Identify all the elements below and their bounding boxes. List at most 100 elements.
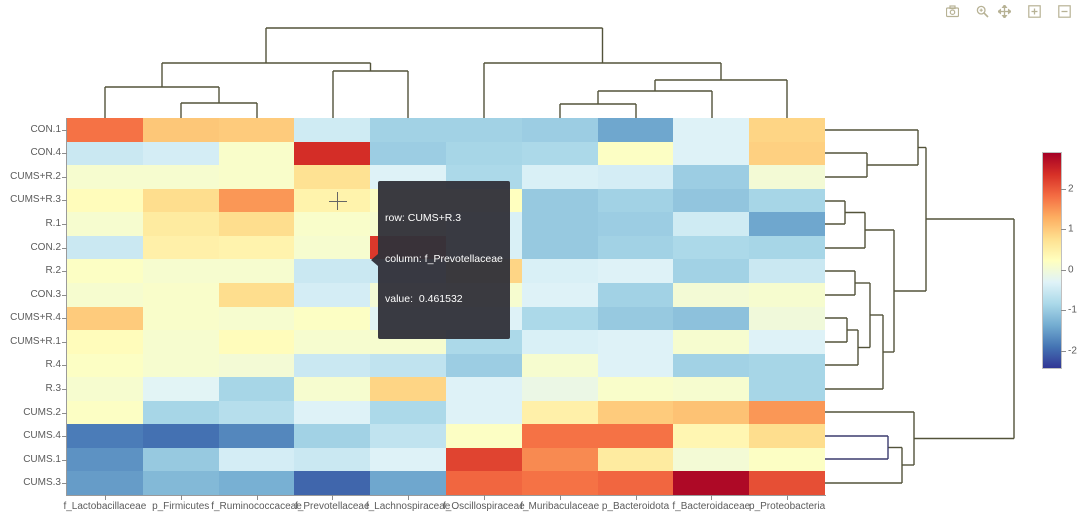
heatmap-cell[interactable]: [446, 424, 522, 448]
heatmap-cell[interactable]: [67, 377, 143, 401]
heatmap-cell[interactable]: [142, 259, 219, 283]
heatmap-cell[interactable]: [67, 306, 143, 331]
heatmap-cell[interactable]: [370, 400, 446, 425]
heatmap-cell[interactable]: [142, 212, 219, 236]
heatmap-cell[interactable]: [597, 377, 674, 401]
heatmap-cell[interactable]: [142, 235, 219, 260]
heatmap-cell[interactable]: [218, 282, 295, 307]
heatmap-cell[interactable]: [142, 118, 219, 142]
heatmap-cell[interactable]: [673, 400, 750, 425]
heatmap-cell[interactable]: [446, 353, 522, 378]
heatmap-cell[interactable]: [294, 118, 371, 142]
heatmap-cell[interactable]: [294, 424, 371, 448]
heatmap-cell[interactable]: [142, 353, 219, 378]
heatmap-cell[interactable]: [142, 424, 219, 448]
heatmap-cell[interactable]: [218, 141, 295, 166]
heatmap-cell[interactable]: [597, 165, 674, 189]
heatmap-cell[interactable]: [67, 471, 143, 495]
heatmap-cell[interactable]: [749, 306, 825, 331]
pan-icon[interactable]: [998, 4, 1011, 18]
heatmap-cell[interactable]: [673, 306, 750, 331]
heatmap-cell[interactable]: [67, 330, 143, 354]
heatmap-cell[interactable]: [370, 353, 446, 378]
heatmap-cell[interactable]: [67, 447, 143, 472]
heatmap-cell[interactable]: [446, 377, 522, 401]
heatmap-cell[interactable]: [597, 118, 674, 142]
heatmap-cell[interactable]: [749, 188, 825, 213]
heatmap-cell[interactable]: [749, 235, 825, 260]
heatmap-cell[interactable]: [67, 188, 143, 213]
heatmap-cell[interactable]: [142, 400, 219, 425]
heatmap-cell[interactable]: [673, 447, 750, 472]
heatmap-cell[interactable]: [218, 259, 295, 283]
heatmap-cell[interactable]: [294, 400, 371, 425]
heatmap-cell[interactable]: [218, 330, 295, 354]
heatmap-cell[interactable]: [218, 447, 295, 472]
heatmap-cell[interactable]: [521, 259, 598, 283]
heatmap-cell[interactable]: [521, 282, 598, 307]
heatmap-cell[interactable]: [749, 282, 825, 307]
heatmap-cell[interactable]: [294, 330, 371, 354]
heatmap-cell[interactable]: [521, 141, 598, 166]
heatmap-cell[interactable]: [521, 118, 598, 142]
heatmap-cell[interactable]: [521, 447, 598, 472]
heatmap-cell[interactable]: [521, 188, 598, 213]
heatmap-cell[interactable]: [749, 165, 825, 189]
heatmap-cell[interactable]: [142, 330, 219, 354]
heatmap-cell[interactable]: [67, 165, 143, 189]
heatmap-cell[interactable]: [749, 377, 825, 401]
heatmap-cell[interactable]: [370, 118, 446, 142]
heatmap-cell[interactable]: [521, 424, 598, 448]
zoom-icon[interactable]: [976, 5, 989, 18]
heatmap-cell[interactable]: [67, 212, 143, 236]
zoom-in-icon[interactable]: [1028, 4, 1041, 18]
heatmap-cell[interactable]: [673, 235, 750, 260]
heatmap-cell[interactable]: [673, 188, 750, 213]
heatmap-cell[interactable]: [67, 400, 143, 425]
heatmap-cell[interactable]: [294, 188, 371, 213]
heatmap-cell[interactable]: [370, 377, 446, 401]
heatmap-cell[interactable]: [597, 447, 674, 472]
heatmap-cell[interactable]: [142, 188, 219, 213]
heatmap-cell[interactable]: [294, 353, 371, 378]
heatmap-cell[interactable]: [597, 471, 674, 495]
heatmap-cell[interactable]: [597, 141, 674, 166]
heatmap-cell[interactable]: [597, 212, 674, 236]
heatmap-cell[interactable]: [673, 353, 750, 378]
heatmap-cell[interactable]: [67, 235, 143, 260]
heatmap-cell[interactable]: [521, 306, 598, 331]
heatmap-cell[interactable]: [521, 330, 598, 354]
heatmap-cell[interactable]: [294, 212, 371, 236]
heatmap-cell[interactable]: [749, 447, 825, 472]
heatmap-cell[interactable]: [218, 118, 295, 142]
heatmap-cell[interactable]: [521, 353, 598, 378]
heatmap-cell[interactable]: [673, 471, 750, 495]
heatmap-cell[interactable]: [749, 212, 825, 236]
heatmap-cell[interactable]: [521, 471, 598, 495]
heatmap-cell[interactable]: [597, 235, 674, 260]
heatmap-cell[interactable]: [294, 471, 371, 495]
heatmap-cell[interactable]: [294, 377, 371, 401]
heatmap-cell[interactable]: [673, 118, 750, 142]
heatmap-cell[interactable]: [370, 471, 446, 495]
heatmap-cell[interactable]: [597, 306, 674, 331]
heatmap-cell[interactable]: [294, 165, 371, 189]
heatmap-cell[interactable]: [142, 447, 219, 472]
heatmap-cell[interactable]: [370, 447, 446, 472]
heatmap-cell[interactable]: [749, 400, 825, 425]
heatmap-cell[interactable]: [370, 141, 446, 166]
heatmap-cell[interactable]: [294, 282, 371, 307]
heatmap-cell[interactable]: [673, 165, 750, 189]
heatmap-cell[interactable]: [749, 424, 825, 448]
zoom-out-icon[interactable]: [1058, 4, 1071, 18]
heatmap-cell[interactable]: [142, 471, 219, 495]
heatmap-cell[interactable]: [218, 212, 295, 236]
heatmap-cell[interactable]: [67, 353, 143, 378]
heatmap-cell[interactable]: [370, 424, 446, 448]
heatmap-cell[interactable]: [67, 424, 143, 448]
heatmap-cell[interactable]: [67, 282, 143, 307]
heatmap-cell[interactable]: [597, 259, 674, 283]
heatmap-cell[interactable]: [521, 377, 598, 401]
heatmap-cell[interactable]: [218, 424, 295, 448]
heatmap-cell[interactable]: [673, 259, 750, 283]
